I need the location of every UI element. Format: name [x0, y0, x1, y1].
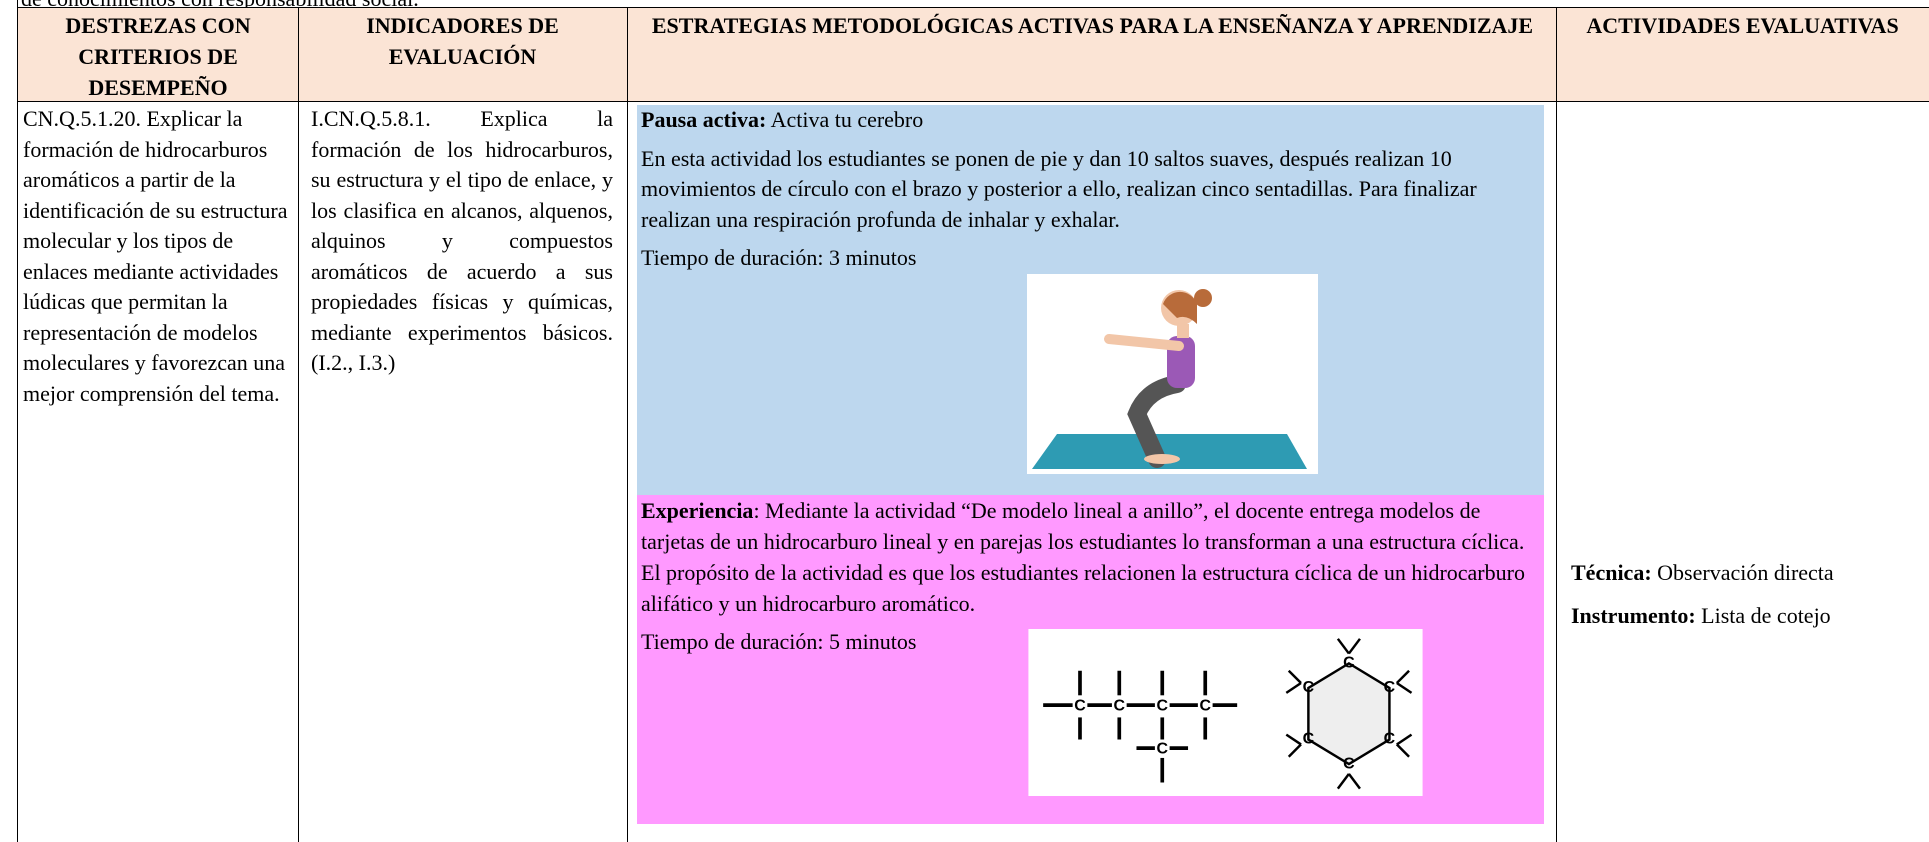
skill-text: CN.Q.5.1.20. Explicar la formación de hi… — [23, 106, 288, 406]
rule — [17, 7, 1929, 8]
header: INDICADORES DE EVALUACIÓN — [366, 13, 559, 69]
experience-label: Experiencia — [641, 498, 754, 523]
atom: C — [1303, 731, 1315, 748]
atom: C — [1156, 741, 1168, 758]
rule — [627, 7, 628, 842]
pause-label: Pausa activa: — [641, 107, 767, 132]
technique: Observación directa — [1657, 560, 1834, 585]
atom: C — [1114, 698, 1126, 715]
molecule-diagram: C C C C C C C C C C C — [1028, 629, 1423, 796]
pause-title: Activa tu cerebro — [770, 107, 924, 132]
atom: C — [1199, 698, 1211, 715]
rule — [298, 7, 299, 842]
instrument-label: Instrumento: — [1571, 602, 1696, 628]
indicator-text: I.CN.Q.5.8.1. Explica la formación de lo… — [311, 106, 613, 375]
instrument: Lista de cotejo — [1701, 602, 1831, 628]
experience-duration: Tiempo de duración: 5 minutos — [641, 629, 917, 654]
atom: C — [1343, 755, 1355, 772]
technique-label: Técnica: — [1571, 560, 1652, 585]
atom: C — [1343, 655, 1355, 672]
evaluation: Técnica: Observación directa Instrumento… — [1571, 558, 1926, 631]
header: ACTIVIDADES EVALUATIVAS — [1586, 13, 1899, 38]
atom: C — [1156, 698, 1168, 715]
atom: C — [1384, 679, 1396, 696]
rule — [17, 0, 18, 842]
pause-duration: Tiempo de duración: 3 minutos — [641, 245, 917, 270]
squat-illustration — [1027, 274, 1318, 474]
header: ESTRATEGIAS METODOLÓGICAS ACTIVAS PARA L… — [651, 13, 1534, 38]
experience-text: : Mediante la actividad “De modelo linea… — [641, 498, 1525, 616]
rule — [17, 101, 1929, 102]
pause-text: En esta actividad los estudiantes se pon… — [641, 145, 1477, 232]
atom: C — [1384, 731, 1396, 748]
atom: C — [1074, 698, 1086, 715]
top-fragment: de conocimientos con responsabilidad soc… — [21, 0, 419, 15]
header-bg — [17, 7, 1929, 101]
rule — [1556, 7, 1557, 842]
atom: C — [1303, 679, 1315, 696]
header: DESTREZAS CON CRITERIOS DE DESEMPEÑO — [65, 13, 251, 100]
